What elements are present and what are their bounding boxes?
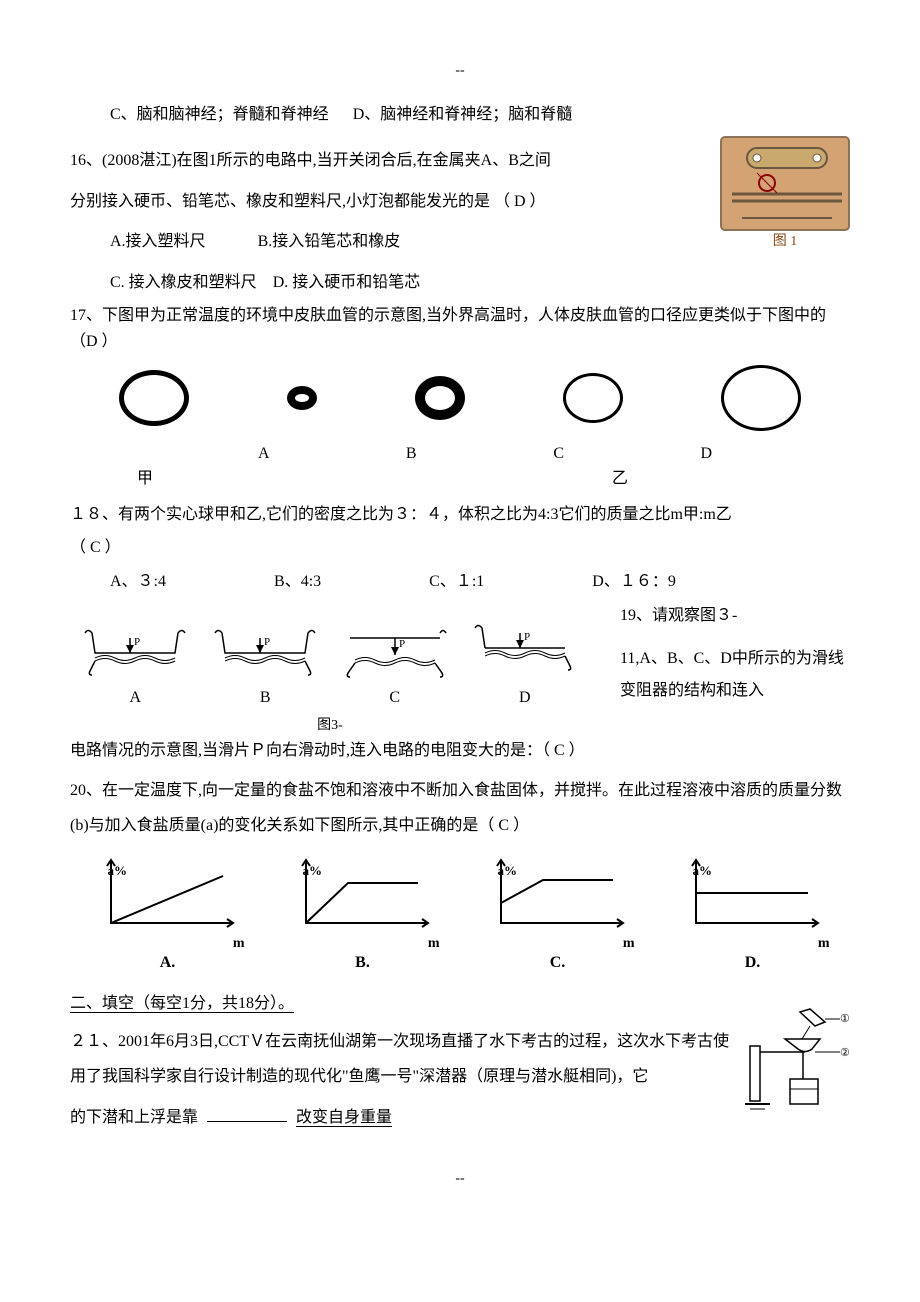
rheostat-D: P: [470, 613, 580, 683]
q17-circle-D: [721, 365, 801, 431]
q20-charts: a% m A. a% m B. a% m C. a%: [70, 858, 850, 975]
q20-chart-A: a% m A.: [83, 858, 253, 975]
q17-circle-A: [287, 386, 317, 410]
chart-C-label: C.: [473, 950, 643, 976]
q18-stem: １８、有两个实心球甲和乙,它们的密度之比为３：４，体积之比为4:3它们的质量之比…: [70, 502, 850, 528]
q16-figure: 图 1: [720, 136, 850, 253]
chart-B-label: B.: [278, 950, 448, 976]
q18-options: A、３:4 B、4:3 C、１:1 D、１６：9: [70, 569, 850, 595]
svg-text:①: ①: [840, 1013, 850, 1025]
q19-rheostat-row: P P P: [70, 613, 590, 683]
q19-caption: 图3-: [70, 715, 590, 737]
q21-answer: 改变自身重量: [296, 1109, 392, 1127]
q18-optB: B、4:3: [274, 573, 321, 590]
q17-diagrams: [70, 365, 850, 431]
circuit-svg: [722, 138, 852, 233]
section2-title-line: 二、填空（每空1分，共18分）。: [70, 991, 850, 1017]
q18-optC: C、１:1: [429, 573, 484, 590]
page-bottom-marker: --: [70, 1168, 850, 1190]
q21-stem2: 的下潜和上浮是靠 改变自身重量: [70, 1105, 850, 1131]
q20-stem: 20、在一定温度下,向一定量的食盐不饱和溶液中不断加入食盐固体，并搅拌。在此过程…: [70, 773, 850, 843]
q18-answer: （ C ）: [70, 535, 850, 561]
chart-A-label: A.: [83, 950, 253, 976]
q16-caption: 图 1: [720, 231, 850, 253]
q20-chart-C: a% m C.: [473, 858, 643, 975]
rheostat-B: P: [210, 613, 320, 683]
q17-label-D: D: [656, 441, 756, 467]
q18-optA: A、３:4: [110, 573, 166, 590]
q15-optC: C、脑和脑神经；脊髓和脊神经: [110, 106, 329, 123]
q21-stem: ２１、2001年6月3日,CCTＶ在云南抚仙湖第一次现场直播了水下考古的过程，这…: [70, 1024, 850, 1094]
q16-options-cd: C. 接入橡皮和塑料尺 D. 接入硬币和铅笔芯: [70, 270, 850, 296]
q16-optA: A.接入塑料尺: [110, 233, 206, 250]
svg-text:P: P: [134, 636, 140, 648]
q19-images: P P P: [70, 603, 590, 738]
rheostat-A: P: [80, 613, 190, 683]
q17-labels-row1: A B C D: [70, 441, 850, 467]
q21-figure: ① ②: [740, 1004, 850, 1114]
q19-stem-cont: 电路情况的示意图,当滑片Ｐ向右滑动时,连入电路的电阻变大的是：（ C ）: [70, 738, 850, 764]
q17-label-A: A: [214, 441, 314, 467]
q19-text2: 11,A、B、C、D中所示的为滑线变阻器的结构和连入: [620, 643, 850, 707]
q17-label-C: C: [509, 441, 609, 467]
q21-blank: [207, 1121, 287, 1122]
q15-optD: D、脑神经和脊神经；脑和脊髓: [353, 106, 573, 123]
q20-chart-B: a% m B.: [278, 858, 448, 975]
q19-label-C: C: [389, 685, 400, 711]
chart-D-label: D.: [668, 950, 838, 976]
q18-optD: D、１６：9: [592, 573, 676, 590]
svg-text:②: ②: [840, 1047, 850, 1059]
section2-title: 二、填空（每空1分，共18分）。: [70, 995, 294, 1013]
rheostat-C: P: [340, 613, 450, 683]
q21-apparatus-svg: ① ②: [740, 1004, 850, 1114]
q17-circle-jia: [119, 370, 189, 426]
q19-label-B: B: [260, 685, 271, 711]
q17-label-jia: 甲: [70, 466, 220, 492]
svg-text:P: P: [399, 638, 405, 650]
q20-chart-D: a% m D.: [668, 858, 838, 975]
q16-optD: D. 接入硬币和铅笔芯: [273, 274, 421, 291]
q16-optC: C. 接入橡皮和塑料尺: [110, 274, 257, 291]
q19-text-block: 19、请观察图３- 11,A、B、C、D中所示的为滑线变阻器的结构和连入: [620, 603, 850, 716]
q16-circuit-diagram: [720, 136, 850, 231]
q15-options: C、脑和脑神经；脊髓和脊神经 D、脑神经和脊神经；脑和脊髓: [70, 102, 850, 128]
page-top-marker: --: [70, 60, 850, 82]
q17-labels-row2: 甲 乙: [70, 466, 850, 492]
svg-text:P: P: [524, 631, 530, 643]
q19-label-A: A: [129, 685, 141, 711]
svg-text:P: P: [264, 636, 270, 648]
q19-container: P P P: [70, 603, 850, 738]
q21-stem2-prefix: 的下潜和上浮是靠: [70, 1109, 198, 1126]
q19-text1: 19、请观察图３-: [620, 603, 850, 629]
q16-optB: B.接入铅笔芯和橡皮: [258, 233, 401, 250]
q17-label-yi: 乙: [570, 466, 670, 492]
q17-label-B: B: [361, 441, 461, 467]
q17-circle-B: [415, 376, 465, 420]
q19-labels: A B C D: [70, 685, 590, 711]
q17-circle-C: [563, 373, 623, 423]
q17-stem: 17、下图甲为正常温度的环境中皮肤血管的示意图,当外界高温时，人体皮肤血管的口径…: [70, 303, 850, 354]
q19-label-D: D: [519, 685, 531, 711]
